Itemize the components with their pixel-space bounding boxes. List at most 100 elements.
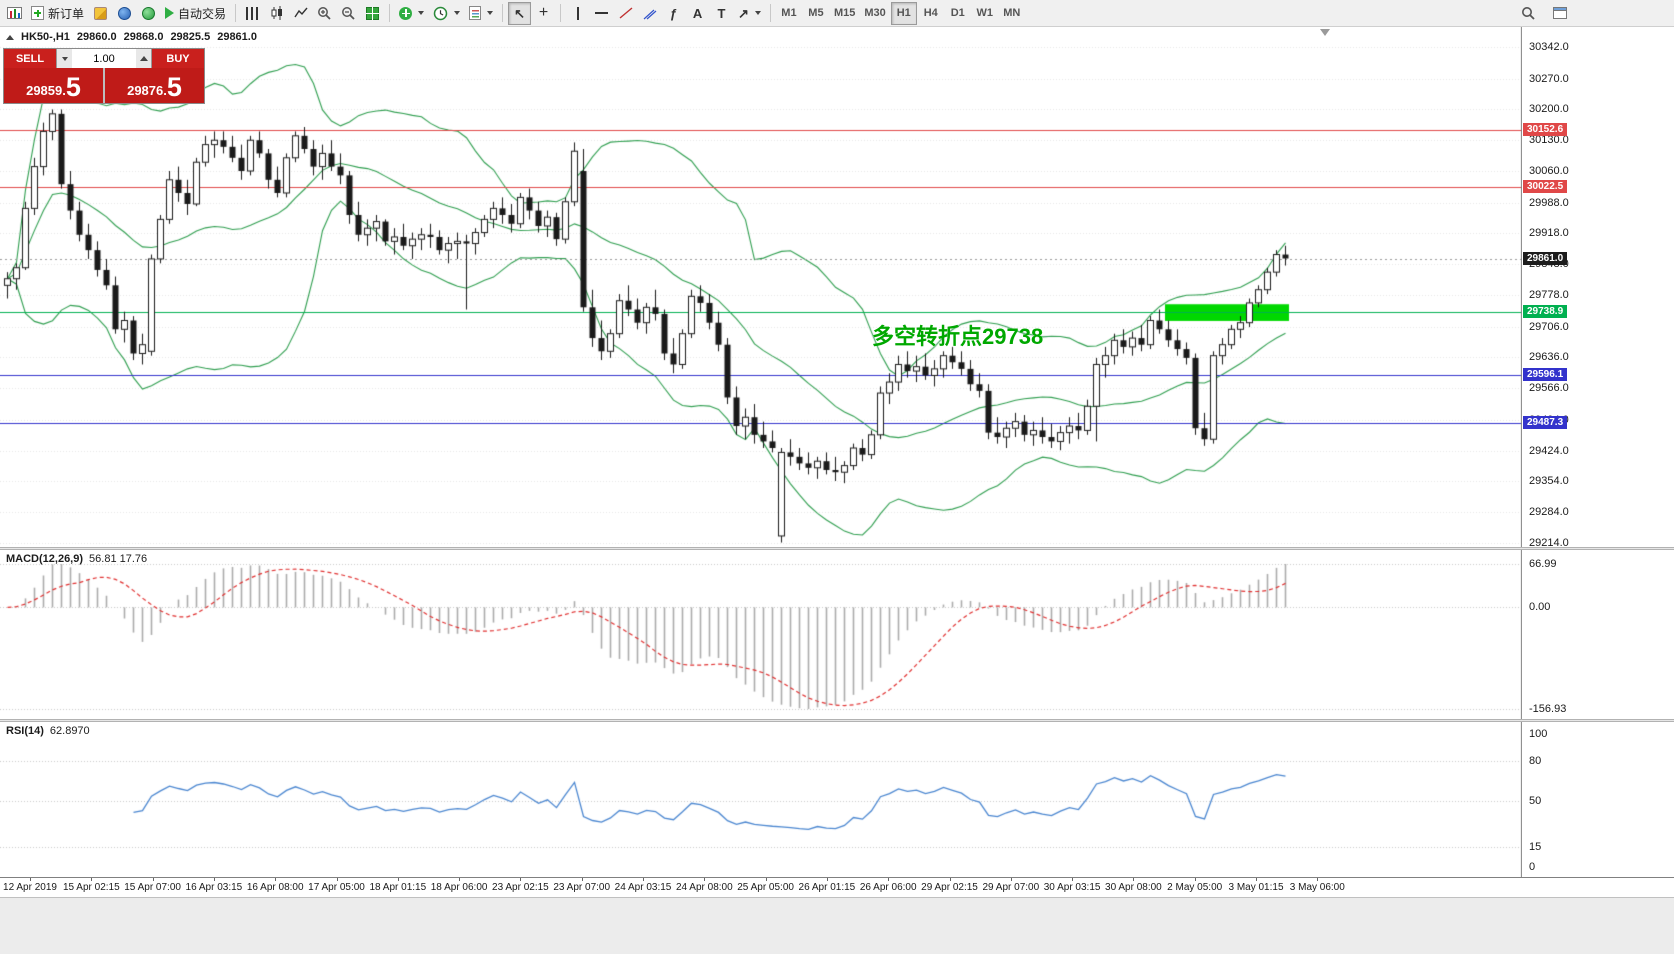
macd-tick: -156.93 [1529, 703, 1567, 715]
time-label: 2 May 05:00 [1167, 882, 1223, 893]
buy-price: 29876. [127, 83, 167, 98]
rsi-canvas[interactable] [0, 722, 1522, 877]
new-order-icon [31, 6, 44, 20]
time-label: 17 Apr 05:00 [308, 882, 365, 893]
timeframe-h4-button[interactable]: H4 [918, 2, 944, 25]
chart-shift-marker[interactable] [1320, 29, 1330, 36]
sell-button[interactable]: SELL [4, 49, 56, 68]
bar-chart-mode-button[interactable] [241, 2, 264, 25]
macd-panel: 66.99 0.00 -156.93 MACD(12,26,9) 56.81 17.… [0, 550, 1674, 719]
rsi-axis[interactable]: 100 80 50 15 0 [1522, 722, 1674, 877]
fibonacci-tool-button[interactable]: ƒ [662, 2, 685, 25]
vertical-line-icon [576, 6, 579, 20]
time-tick-mark [1072, 878, 1073, 881]
time-tick-mark [950, 878, 951, 881]
text-tool-button[interactable]: A [686, 2, 709, 25]
trendline-icon [619, 7, 632, 19]
time-label: 3 May 01:15 [1228, 882, 1284, 893]
timeframe-m15-button[interactable]: M15 [830, 2, 859, 25]
time-tick-mark [520, 878, 521, 881]
channel-tool-button[interactable] [638, 2, 661, 25]
time-label: 24 Apr 08:00 [675, 882, 733, 893]
shapes-tool-button[interactable]: ↗ [734, 2, 765, 25]
vertical-line-tool-button[interactable] [566, 2, 589, 25]
periods-button[interactable] [429, 2, 464, 25]
tile-windows-button[interactable] [361, 2, 384, 25]
zoom-in-button[interactable] [313, 2, 336, 25]
rsi-tick: 15 [1529, 841, 1542, 854]
terminal-button[interactable] [137, 2, 160, 25]
panel-separator[interactable] [0, 719, 1674, 722]
navigator-button[interactable] [113, 2, 136, 25]
timeframe-mn-button[interactable]: MN [999, 2, 1025, 25]
volume-decrease-button[interactable] [57, 49, 72, 68]
rsi-name: RSI(14) [6, 725, 44, 737]
text-label-tool-button[interactable]: T [710, 2, 733, 25]
timeframe-m30-button[interactable]: M30 [860, 2, 889, 25]
timeframe-m5-button[interactable]: M5 [803, 2, 829, 25]
time-label: 15 Apr 07:00 [124, 882, 181, 893]
zoom-out-button[interactable] [337, 2, 360, 25]
templates-button[interactable] [465, 2, 497, 25]
line-chart-mode-button[interactable] [289, 2, 312, 25]
channel-icon [643, 9, 656, 20]
chevron-down-icon [61, 56, 68, 61]
new-chart-button[interactable] [3, 2, 26, 25]
close-value: 29861.0 [217, 31, 257, 43]
horizontal-line-tool-button[interactable] [590, 2, 613, 25]
chevron-down-icon [487, 11, 494, 15]
time-tick-mark [91, 878, 92, 881]
toolbar: 新订单 自动交易 ↖ + ƒ A T ↗ M1 M5 M15 M30 H1 H4 D1 W1 [0, 0, 1674, 27]
autotrading-button[interactable]: 自动交易 [161, 2, 230, 25]
candlestick-mode-button[interactable] [265, 2, 288, 25]
toolbar-separator [560, 4, 562, 22]
new-order-button[interactable]: 新订单 [27, 2, 88, 25]
timeframe-w1-button[interactable]: W1 [972, 2, 998, 25]
volume-input[interactable] [72, 49, 136, 68]
macd-name: MACD(12,26,9) [6, 553, 84, 565]
buy-button[interactable]: BUY [152, 49, 204, 68]
candlestick-chart-icon [271, 6, 282, 20]
time-label: 23 Apr 07:00 [553, 882, 611, 893]
panel-separator[interactable] [0, 547, 1674, 550]
chart-annotation[interactable]: 多空转折点29738 [872, 324, 1044, 349]
time-tick-mark [30, 878, 31, 881]
timeframe-d1-button[interactable]: D1 [945, 2, 971, 25]
panel-collapse-icon[interactable] [6, 34, 14, 40]
rsi-panel: 100 80 50 15 0 RSI(14) 62.8970 [0, 722, 1674, 877]
time-axis[interactable]: 12 Apr 2019 15 Apr 02:15 15 Apr 07:00 16 Ap… [0, 877, 1674, 897]
indicators-button[interactable] [395, 2, 428, 25]
time-tick-mark [1256, 878, 1257, 881]
text-icon: A [692, 5, 703, 21]
time-label: 26 Apr 06:00 [859, 882, 917, 893]
search-button[interactable] [1517, 2, 1540, 25]
line-chart-icon [293, 7, 308, 18]
macd-indicator-label: MACD(12,26,9) 56.81 17.76 [6, 553, 147, 565]
macd-canvas[interactable] [0, 550, 1522, 719]
timeframe-h1-button[interactable]: H1 [890, 1, 917, 25]
cursor-tool-button[interactable]: ↖ [508, 1, 532, 25]
macd-axis[interactable]: 66.99 0.00 -156.93 [1522, 550, 1674, 719]
price-tick: 29918.0 [1529, 227, 1569, 240]
volume-increase-button[interactable] [136, 49, 151, 68]
toolbar-separator [502, 4, 504, 22]
toolbar-separator [389, 4, 391, 22]
price-tick: 29988.0 [1529, 196, 1569, 209]
time-label: 26 Apr 01:15 [798, 882, 856, 893]
buy-price-button[interactable]: 29876. 5 [105, 68, 204, 103]
crosshair-tool-button[interactable]: + [532, 2, 555, 25]
price-tick: 29214.0 [1529, 537, 1569, 549]
price-axis[interactable]: 30342.0 30270.0 30200.0 30130.0 30060.0 29988… [1522, 27, 1674, 549]
trendline-tool-button[interactable] [614, 2, 637, 25]
timeframe-m1-button[interactable]: M1 [776, 2, 802, 25]
new-window-button[interactable] [1548, 2, 1571, 25]
price-tag: 29487.3 [1523, 415, 1568, 429]
navigator-icon [118, 6, 132, 20]
price-tick: 29566.0 [1529, 382, 1569, 395]
sell-price-button[interactable]: 29859. 5 [4, 68, 103, 103]
bar-chart-icon [246, 6, 260, 20]
price-tag: 30022.5 [1523, 180, 1568, 194]
main-chart-canvas[interactable] [0, 27, 1522, 547]
window-icon [1552, 7, 1567, 19]
market-watch-button[interactable] [89, 2, 112, 25]
